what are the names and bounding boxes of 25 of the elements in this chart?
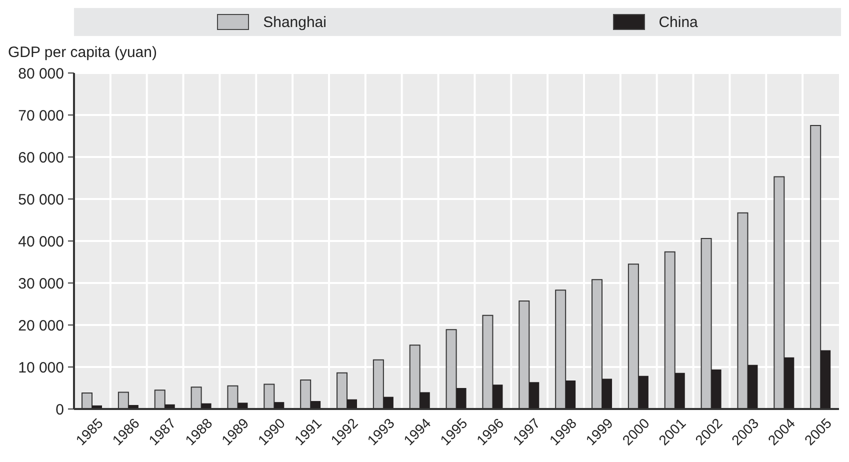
y-tick-label: 60 000: [18, 149, 64, 166]
bar: [820, 350, 831, 409]
y-axis-title: GDP per capita (yuan): [8, 44, 157, 61]
bar: [638, 376, 648, 409]
y-tick-label: 70 000: [18, 107, 64, 124]
bar: [529, 382, 540, 409]
bar: [492, 384, 503, 409]
legend-label: Shanghai: [263, 14, 326, 30]
y-tick-label: 40 000: [18, 233, 64, 250]
bar: [456, 388, 466, 409]
y-tick-label: 10 000: [18, 359, 64, 376]
y-tick-label: 0: [56, 401, 64, 418]
y-tick-label: 80 000: [18, 65, 64, 82]
y-tick-label: 30 000: [18, 275, 64, 292]
bar: [748, 364, 758, 409]
y-tick-label: 50 000: [18, 191, 64, 208]
bar: [674, 372, 685, 409]
legend-label: China: [658, 14, 698, 30]
bar: [784, 357, 794, 409]
y-tick-label: 20 000: [18, 317, 64, 334]
bar: [711, 370, 722, 409]
bar: [383, 396, 394, 409]
bar: [420, 392, 430, 409]
bar: [602, 378, 612, 409]
bar: [566, 380, 576, 409]
